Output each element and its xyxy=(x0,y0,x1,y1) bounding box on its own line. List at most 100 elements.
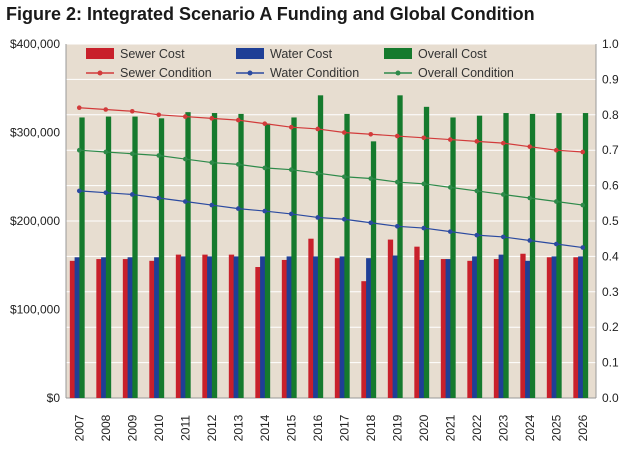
water-cost-bar xyxy=(551,256,557,398)
x-tick-label: 2022 xyxy=(470,414,484,441)
x-tick-label: 2019 xyxy=(390,414,404,441)
overall-cost-bar xyxy=(556,113,562,398)
water-condition-line xyxy=(79,190,583,249)
water-condition-point xyxy=(182,199,188,204)
overall-cost-bar xyxy=(211,113,218,398)
legend-swatch xyxy=(236,48,264,59)
water-cost-bar xyxy=(101,257,107,398)
water-cost-bar xyxy=(233,256,239,398)
water-condition-point xyxy=(209,202,215,208)
overall-cost-bar xyxy=(291,117,297,398)
overall-cost-bar xyxy=(529,113,536,398)
water-cost-bar xyxy=(366,258,372,398)
sewer-condition-point xyxy=(76,105,82,111)
y2-tick-label: 0.6 xyxy=(602,179,619,193)
water-cost-bar xyxy=(472,256,478,398)
x-tick-label: 2023 xyxy=(496,414,510,441)
y2-tick-label: 0.4 xyxy=(602,249,619,263)
water-condition-point xyxy=(103,190,109,195)
sewer-cost-bar xyxy=(334,258,341,398)
y2-tick-label: 1.0 xyxy=(602,37,619,51)
y-tick-label: $400,000 xyxy=(10,37,60,51)
water-condition-point xyxy=(288,211,294,217)
overall-condition-point xyxy=(527,195,533,201)
overall-cost-bar xyxy=(476,115,483,398)
overall-cost-bar xyxy=(264,123,271,399)
y-tick-label: $0 xyxy=(47,391,61,405)
sewer-cost-bar xyxy=(228,254,235,398)
water-cost-bar xyxy=(392,255,398,398)
overall-condition-point xyxy=(341,174,347,180)
y2-tick-label: 0.1 xyxy=(602,356,619,370)
sewer-condition-line xyxy=(79,107,583,153)
water-cost-bar xyxy=(419,259,425,398)
x-tick-label: 2014 xyxy=(258,414,272,441)
water-cost-bar xyxy=(154,257,160,398)
sewer-cost-bar xyxy=(467,260,473,398)
sewer-cost-bar xyxy=(520,253,526,398)
sewer-condition-point xyxy=(500,140,506,146)
sewer-condition-point xyxy=(129,108,135,114)
overall-cost-bar xyxy=(158,118,165,398)
water-cost-bar xyxy=(339,256,345,398)
x-tick-label: 2007 xyxy=(72,414,86,441)
sewer-condition-point xyxy=(527,144,533,149)
x-tick-label: 2008 xyxy=(99,414,113,441)
sewer-condition-point xyxy=(103,107,109,112)
overall-condition-point xyxy=(315,170,321,176)
water-condition-point xyxy=(235,206,241,211)
x-tick-label: 2025 xyxy=(549,414,563,441)
sewer-condition-point xyxy=(580,149,586,155)
water-cost-bar xyxy=(498,254,504,398)
water-condition-point xyxy=(129,192,135,197)
chart-title: Figure 2: Integrated Scenario A Funding … xyxy=(6,4,535,24)
x-tick-label: 2024 xyxy=(523,414,537,441)
sewer-condition-point xyxy=(447,137,453,142)
x-tick-label: 2011 xyxy=(178,415,192,441)
y2-tick-label: 0.2 xyxy=(602,320,619,334)
water-condition-point xyxy=(262,208,268,214)
water-condition-point xyxy=(553,241,559,247)
sewer-condition-point xyxy=(421,135,427,141)
legend-marker xyxy=(97,70,103,76)
sewer-cost-bar xyxy=(361,281,367,398)
legend-label: Overall Condition xyxy=(418,66,514,80)
y-axis-right-ticks: 0.0 0.1 0.2 0.3 0.4 0.5 0.6 0.7 0.8 0.9 1.0 xyxy=(602,37,619,405)
water-cost-bar xyxy=(74,257,80,398)
overall-condition-point xyxy=(156,153,162,158)
overall-condition-point xyxy=(288,167,294,172)
overall-condition-point xyxy=(474,188,480,194)
y2-tick-label: 0.0 xyxy=(602,391,619,405)
legend-label: Overall Cost xyxy=(418,47,487,61)
water-condition-point xyxy=(500,234,506,240)
sewer-cost-bar xyxy=(440,259,447,398)
overall-cost-bar xyxy=(185,112,191,399)
x-tick-label: 2009 xyxy=(125,414,139,441)
sewer-condition-point xyxy=(315,126,321,132)
water-condition-point xyxy=(421,225,427,231)
y2-tick-label: 0.7 xyxy=(602,143,619,157)
overall-cost-bar xyxy=(370,141,377,398)
overall-cost-bar xyxy=(132,116,138,398)
legend-marker xyxy=(247,70,253,76)
overall-condition-point xyxy=(421,181,427,187)
water-condition-point xyxy=(447,229,453,234)
sewer-cost-bar xyxy=(493,259,500,398)
x-tick-label: 2016 xyxy=(311,414,325,441)
x-tick-label: 2018 xyxy=(364,414,378,441)
water-cost-bar xyxy=(313,256,319,398)
y-tick-label: $200,000 xyxy=(10,214,60,228)
y2-tick-label: 0.3 xyxy=(602,285,619,299)
water-cost-bar xyxy=(525,260,531,398)
water-condition-point xyxy=(527,238,533,243)
sewer-cost-bar xyxy=(202,254,208,398)
overall-condition-point xyxy=(129,151,135,157)
overall-condition-point xyxy=(235,162,241,167)
legend-label: Sewer Cost xyxy=(120,47,185,61)
sewer-cost-bar xyxy=(255,267,261,398)
sewer-cost-bar xyxy=(96,259,102,398)
sewer-cost-bar xyxy=(281,259,288,398)
sewer-cost-bar xyxy=(175,254,182,398)
overall-condition-point xyxy=(447,185,453,190)
